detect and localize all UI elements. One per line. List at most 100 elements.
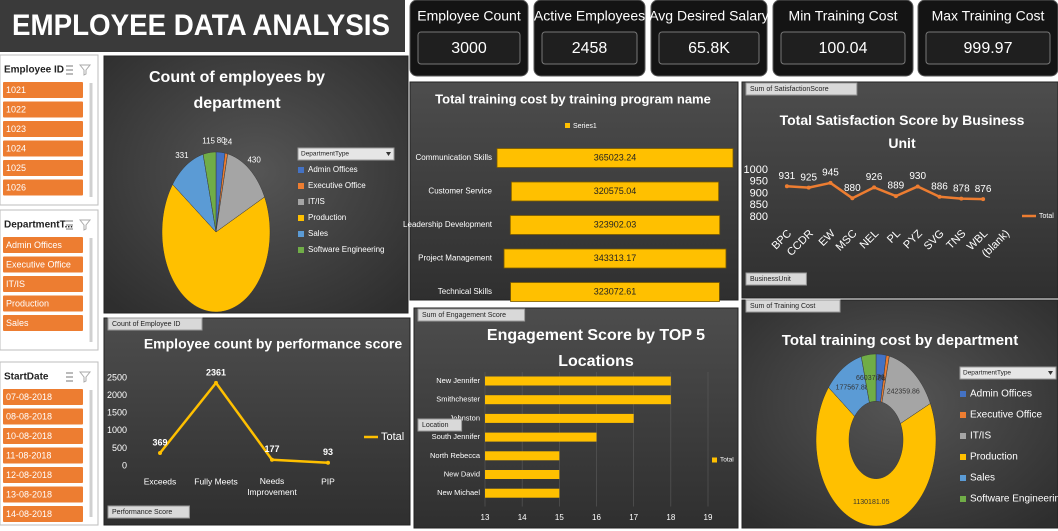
slicer-item [3, 276, 83, 292]
data-label: 369 [152, 437, 167, 447]
chart-title: Total training cost by training program … [435, 91, 711, 106]
slicer-item-label: 12-08-2018 [6, 470, 52, 480]
slicer-item [3, 467, 83, 483]
field-button [417, 308, 526, 322]
category-label: North Rebecca [430, 451, 481, 460]
line-marker [937, 194, 942, 199]
line-marker [214, 380, 218, 385]
legend-label: Series1 [573, 123, 597, 130]
kpi-value-box [417, 31, 521, 65]
slicer-item-label: 1024 [6, 143, 26, 153]
legend-swatch [298, 247, 304, 253]
kpi-label: Min Training Cost [789, 8, 898, 24]
x-tick-label: 13 [481, 513, 490, 522]
line-marker [872, 185, 877, 190]
legend-label: Sales [970, 473, 995, 484]
data-label: 889 [888, 181, 905, 192]
data-label: 430 [247, 156, 261, 165]
legend-label: IT/IS [970, 431, 991, 442]
dropdown-arrow [386, 152, 391, 156]
slicer-item [3, 506, 83, 522]
axis-button-label: Performance Score [112, 509, 172, 516]
slicer-item-label: 14-08-2018 [6, 509, 52, 519]
line-marker [326, 460, 330, 465]
category-label: South Jennifer [432, 432, 481, 441]
category-label: Communication Skills [416, 153, 492, 162]
y-tick-label: 950 [750, 176, 768, 188]
slicer-clear-filter-icon [78, 219, 92, 231]
axis-button-label: BusinessUnit [750, 276, 791, 283]
category-label: New Michael [437, 488, 480, 497]
kpi-value: 999.97 [964, 40, 1013, 57]
line-marker [850, 196, 855, 201]
slicer-item-label: 10-08-2018 [6, 431, 52, 441]
slicer-item-label: 11-08-2018 [6, 450, 51, 460]
category-label: New Jennifer [436, 376, 480, 385]
slicer-item-label: 1022 [6, 104, 26, 114]
legend-swatch [712, 457, 717, 463]
slicer-item-label: Executive Office [6, 259, 71, 269]
data-label: 242359.86 [887, 388, 920, 395]
y-tick-label: 2500 [107, 372, 127, 382]
data-label: 930 [909, 171, 926, 182]
kpi-value: 3000 [451, 40, 487, 57]
bar [485, 470, 560, 479]
kpi-label: Max Training Cost [932, 8, 1045, 24]
category-label: Johnston [450, 413, 480, 422]
axis-button [745, 272, 807, 286]
legend-label: Production [308, 213, 346, 222]
slicer-item-label: Production [6, 298, 49, 308]
x-tick-label: 18 [666, 513, 675, 522]
data-label: 45870.22 [865, 375, 894, 382]
slicer-item-label: 1025 [6, 163, 26, 173]
category-label: Technical Skills [438, 287, 492, 296]
legend-swatch [960, 433, 966, 439]
line-marker [915, 184, 920, 189]
line-marker [806, 185, 811, 190]
x-tick-label: Fully Meets [194, 476, 237, 486]
slicer-title: DepartmentT... [4, 220, 73, 231]
legend-swatch [960, 391, 966, 397]
slicer-item [3, 389, 83, 405]
line-marker [270, 457, 274, 462]
field-button-label: Sum of SatisfactionScore [750, 86, 829, 93]
chart-title: Engagement Score by TOP 5 Locations [487, 327, 705, 370]
slicer-item-label: Admin Offices [6, 240, 62, 250]
slicer-item-label: 07-08-2018 [6, 392, 52, 402]
legend-swatch [298, 183, 304, 189]
x-tick-label: Needs Improvement [247, 476, 297, 497]
y-tick-label: 1000 [744, 164, 768, 176]
bar [510, 181, 720, 202]
data-label: 320575.04 [594, 186, 637, 196]
data-label: 331 [175, 151, 189, 160]
line [786, 181, 984, 201]
slicer-multiselect-icon [66, 372, 73, 382]
slicer-item-label: 1021 [6, 85, 26, 95]
slicer-item-label: 1023 [6, 124, 26, 134]
legend-label: Admin Offices [970, 389, 1032, 400]
data-label: 177 [264, 444, 279, 454]
line-marker [893, 194, 898, 199]
line [159, 381, 329, 464]
data-label: 926 [866, 172, 883, 183]
line-marker [959, 196, 964, 201]
line-marker [158, 451, 162, 456]
x-tick-label: 16 [592, 513, 601, 522]
legend-label: Production [970, 452, 1018, 463]
slicer-clear-filter-icon [78, 64, 92, 76]
kpi-value: 100.04 [819, 40, 868, 57]
data-label: 925 [800, 172, 817, 183]
chart-title: Total training cost by department [782, 332, 1018, 349]
axis-button [417, 418, 463, 432]
slicer-item [3, 101, 83, 118]
legend-label: Total [720, 457, 734, 464]
bar [485, 413, 634, 423]
slicer-item [3, 486, 83, 503]
bar [496, 148, 734, 168]
data-label: 365023.24 [594, 152, 637, 162]
pie-slice [202, 151, 217, 233]
donut-slice [861, 353, 877, 403]
data-label: 886 [931, 181, 948, 192]
line-marker [981, 197, 986, 202]
legend-label: Executive Office [970, 410, 1043, 421]
